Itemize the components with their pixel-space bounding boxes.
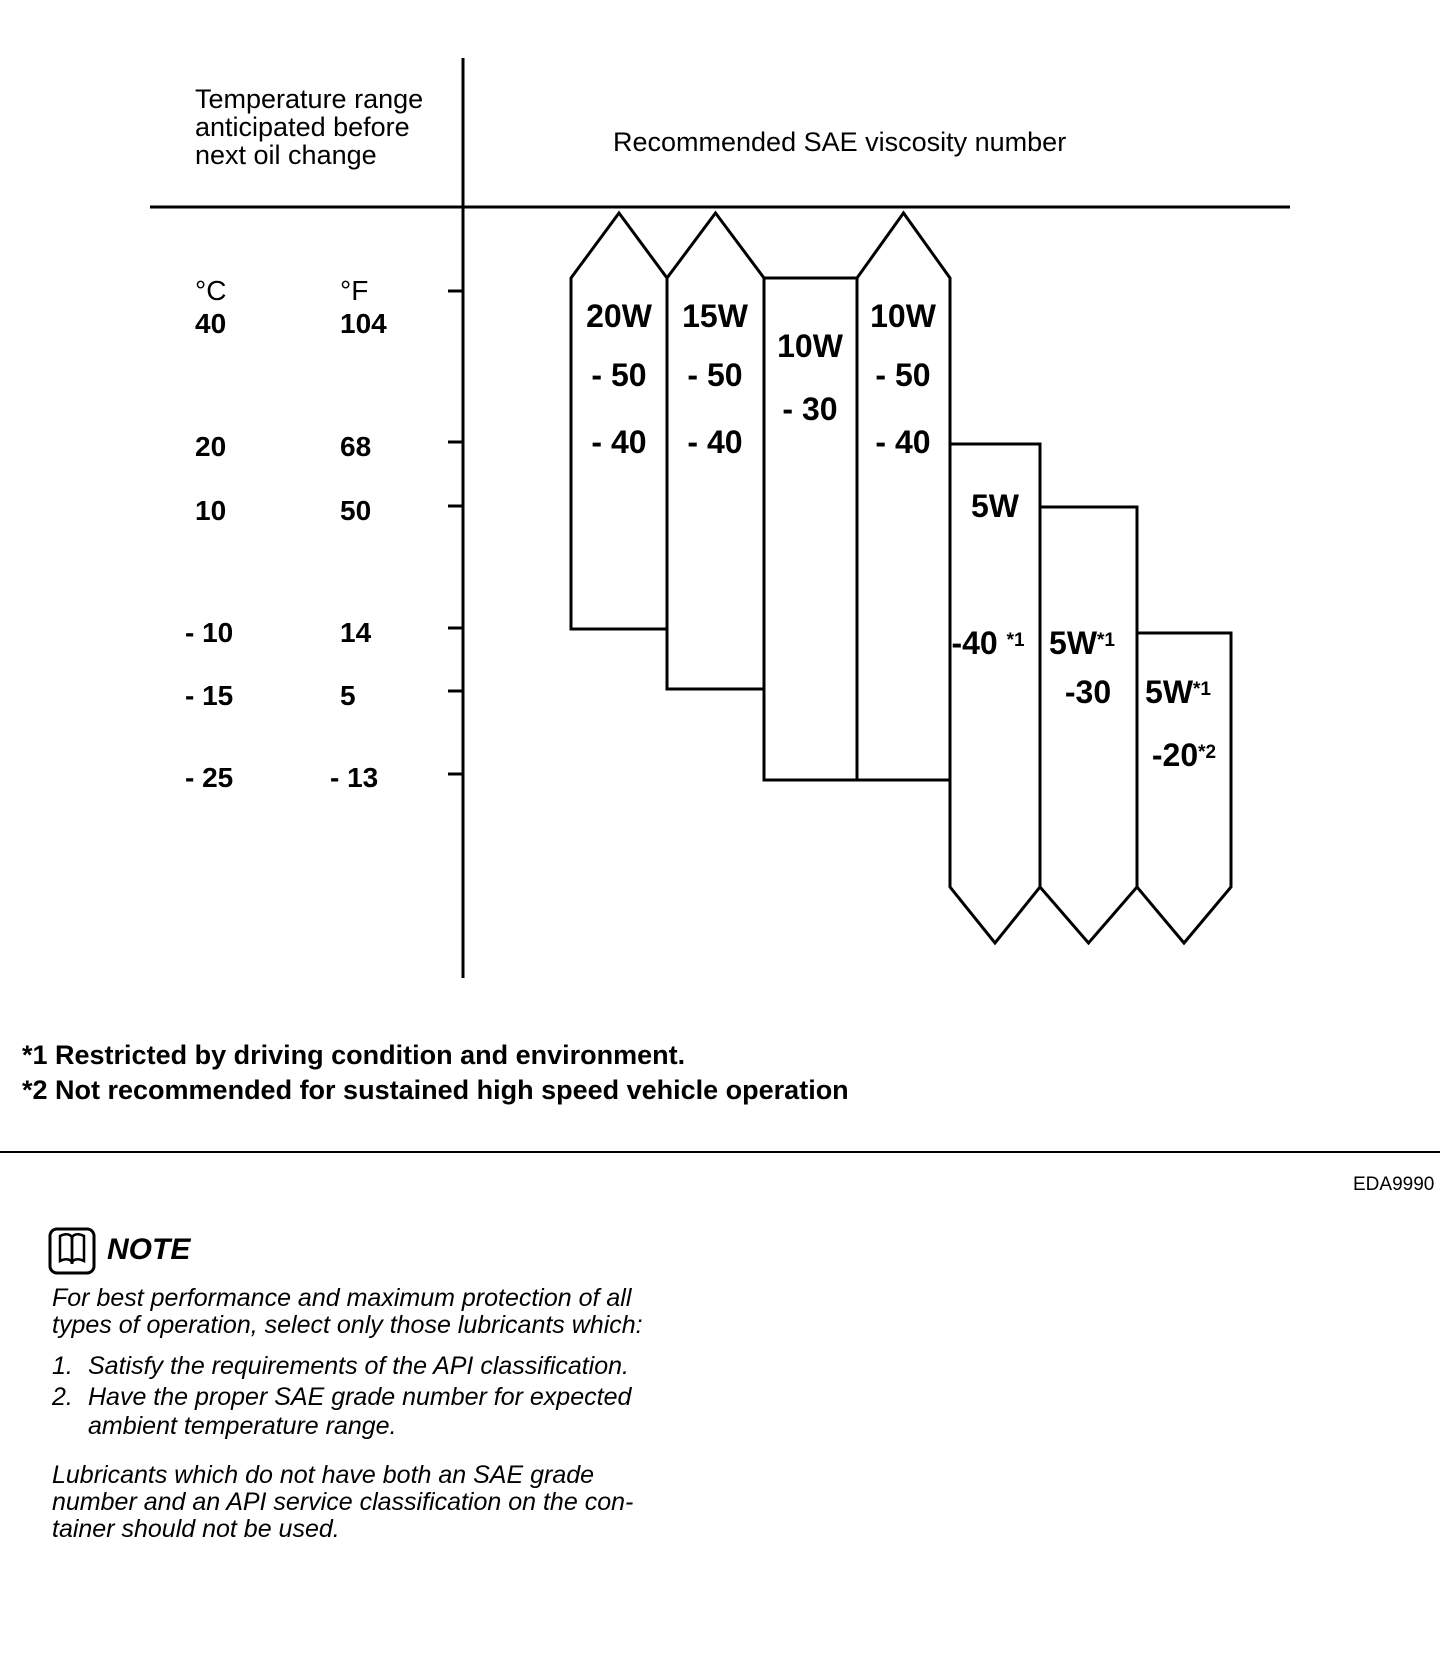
svg-text:*1 Restricted by driving cond: *1 Restricted by driving condition and e… (22, 1040, 685, 1070)
svg-text:-30: -30 (1065, 674, 1111, 710)
svg-text:104: 104 (340, 308, 387, 339)
svg-text:10: 10 (195, 495, 226, 526)
svg-text:- 30: - 30 (782, 391, 837, 427)
svg-text:- 40: - 40 (687, 424, 742, 460)
svg-text:°C: °C (195, 275, 226, 306)
svg-text:5: 5 (340, 680, 356, 711)
svg-text:- 50: - 50 (591, 357, 646, 393)
svg-text:20W: 20W (586, 298, 653, 334)
svg-text:10W: 10W (777, 328, 844, 364)
svg-text:50: 50 (340, 495, 371, 526)
svg-text:EDA9990: EDA9990 (1353, 1174, 1434, 1195)
svg-text:15W: 15W (682, 298, 749, 334)
svg-text:next oil change: next oil change (195, 140, 377, 170)
svg-text:- 40: - 40 (591, 424, 646, 460)
svg-text:14: 14 (340, 617, 372, 648)
svg-text:40: 40 (195, 308, 226, 339)
svg-text:- 50: - 50 (687, 357, 742, 393)
svg-text:- 40: - 40 (875, 424, 930, 460)
svg-text:°F: °F (340, 275, 368, 306)
svg-text:NOTE: NOTE (107, 1233, 191, 1266)
svg-text:- 15: - 15 (185, 680, 233, 711)
svg-text:5W: 5W (971, 488, 1020, 524)
svg-text:*2 Not recommended for sustai: *2 Not recommended for sustained high sp… (22, 1075, 849, 1105)
svg-text:Temperature range: Temperature range (195, 84, 423, 114)
svg-text:- 13: - 13 (330, 762, 378, 793)
svg-text:- 50: - 50 (875, 357, 930, 393)
svg-text:Recommended SAE viscosity numb: Recommended SAE viscosity number (613, 127, 1066, 157)
svg-text:10W: 10W (870, 298, 937, 334)
svg-text:- 25: - 25 (185, 762, 233, 793)
svg-text:anticipated before: anticipated before (195, 112, 410, 142)
svg-text:68: 68 (340, 431, 371, 462)
svg-text:20: 20 (195, 431, 226, 462)
svg-text:- 10: - 10 (185, 617, 233, 648)
